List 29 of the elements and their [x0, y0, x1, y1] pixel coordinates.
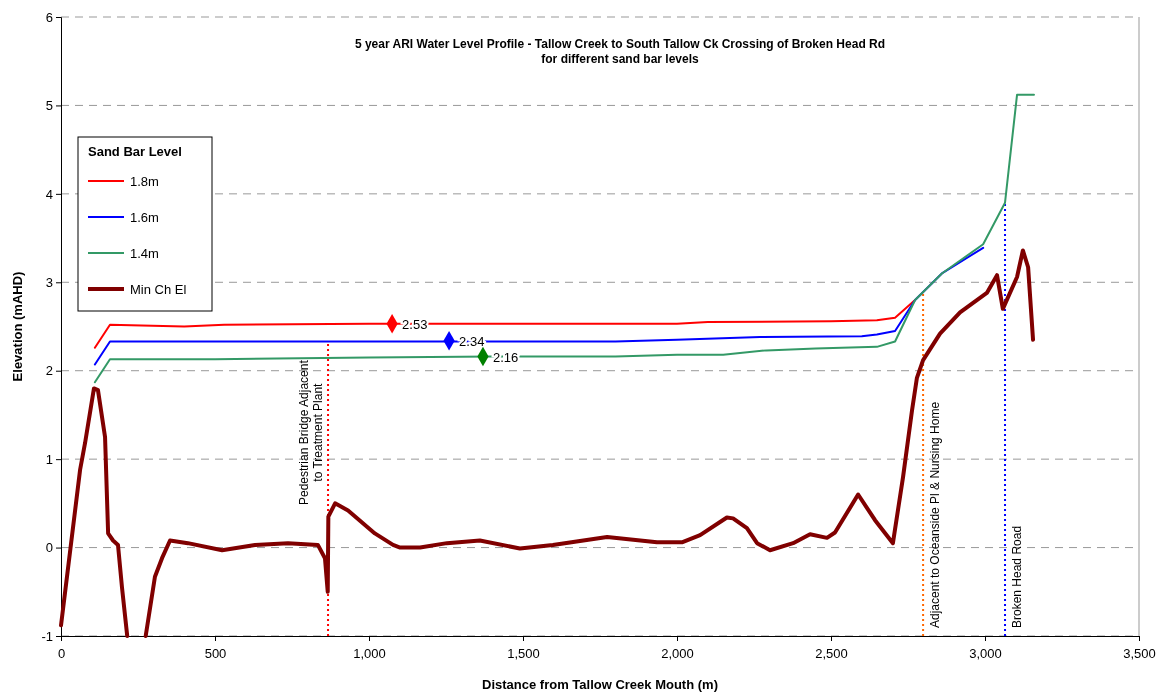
line-series [93, 298, 917, 349]
ref-line-label: Pedestrian Bridge Adjacent to Treatment Plant [297, 359, 326, 505]
text: 5 year ARI Water Level Profile - Tallow Creek to South Tallow Ck Crossing of Broken Head Rd [354, 37, 886, 51]
x-axis-title: Distance from Tallow Creek Mouth (m) [482, 677, 718, 692]
y-tick-label: 4 [45, 186, 53, 202]
y-tick-label: 0 [45, 540, 53, 556]
legend-label: Min Ch El [130, 282, 187, 297]
x-tick-label: 2,500 [815, 646, 848, 662]
y-tick-label: -1 [41, 628, 53, 644]
x-tick-label: 0 [57, 646, 66, 662]
ref-line-label: Adjacent to Oceanside Pl & Nursing Home [928, 401, 943, 628]
legend-title: Sand Bar Level [88, 144, 182, 159]
legend-label: 1.6m [130, 210, 159, 225]
text: for different sand bar levels [541, 52, 700, 66]
ref-line-label: Broken Head Road [1010, 525, 1025, 628]
legend-label: 1.4m [130, 246, 159, 261]
y-tick-label: 3 [45, 274, 53, 290]
y-tick-label: 6 [45, 9, 53, 25]
x-tick-label: 3,500 [1123, 646, 1156, 662]
x-tick-label: 2,000 [661, 646, 694, 662]
y-tick-label: 1 [45, 451, 53, 467]
y-axis-title: Elevation (mAHD) [10, 271, 25, 382]
y-tick-label: 2 [45, 363, 53, 379]
x-tick-label: 1,500 [507, 646, 540, 662]
legend-label: 1.8m [130, 174, 159, 189]
x-tick-label: 3,000 [969, 646, 1002, 662]
y-tick-label: 5 [45, 98, 53, 114]
x-tick-label: 1,000 [353, 646, 386, 662]
x-tick-label: 500 [204, 646, 227, 662]
